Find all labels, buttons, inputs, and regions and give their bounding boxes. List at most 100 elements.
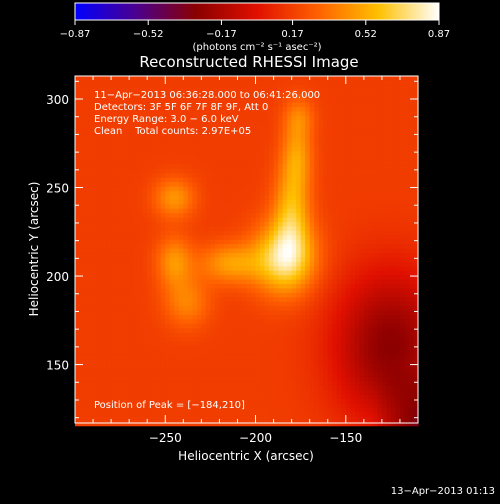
heatmap-cell — [197, 333, 202, 338]
heatmap-cell — [80, 240, 85, 245]
heatmap-cell — [224, 364, 229, 369]
heatmap-cell — [319, 328, 324, 333]
heatmap-cell — [247, 76, 252, 81]
heatmap-cell — [143, 187, 148, 192]
heatmap-cell — [165, 319, 170, 324]
heatmap-cell — [287, 191, 292, 196]
heatmap-cell — [102, 262, 107, 267]
heatmap-cell — [337, 359, 342, 364]
heatmap-cell — [278, 302, 283, 307]
heatmap-cell — [386, 89, 391, 94]
heatmap-cell — [75, 200, 80, 205]
heatmap-cell — [210, 280, 215, 285]
heatmap-cell — [242, 244, 247, 249]
heatmap-cell — [210, 226, 215, 231]
heatmap-cell — [251, 359, 256, 364]
heatmap-cell — [278, 275, 283, 280]
heatmap-cell — [278, 253, 283, 258]
heatmap-cell — [382, 142, 387, 147]
heatmap-cell — [260, 311, 265, 316]
heatmap-cell — [364, 302, 369, 307]
heatmap-cell — [138, 151, 143, 156]
heatmap-cell — [174, 302, 179, 307]
heatmap-cell — [386, 151, 391, 156]
heatmap-cell — [404, 134, 409, 139]
heatmap-cell — [386, 94, 391, 99]
heatmap-cell — [364, 249, 369, 254]
heatmap-cell — [292, 231, 297, 236]
heatmap-cell — [323, 266, 328, 271]
heatmap-cell — [283, 103, 288, 108]
heatmap-cell — [328, 187, 333, 192]
heatmap-cell — [219, 244, 224, 249]
heatmap-cell — [400, 98, 405, 103]
heatmap-cell — [147, 142, 152, 147]
heatmap-cell — [215, 142, 220, 147]
heatmap-cell — [382, 355, 387, 360]
heatmap-cell — [305, 288, 310, 293]
heatmap-cell — [323, 103, 328, 108]
heatmap-cell — [328, 280, 333, 285]
heatmap-cell — [242, 191, 247, 196]
heatmap-cell — [346, 98, 351, 103]
heatmap-cell — [400, 85, 405, 90]
heatmap-cell — [174, 160, 179, 165]
heatmap-cell — [152, 324, 157, 329]
heatmap-cell — [224, 76, 229, 81]
heatmap-cell — [170, 364, 175, 369]
heatmap-cell — [400, 187, 405, 192]
heatmap-cell — [314, 134, 319, 139]
heatmap-cell — [138, 355, 143, 360]
heatmap-cell — [129, 350, 134, 355]
heatmap-cell — [201, 182, 206, 187]
heatmap-cell — [323, 134, 328, 139]
heatmap-cell — [233, 218, 238, 223]
heatmap-cell — [305, 315, 310, 320]
heatmap-cell — [314, 350, 319, 355]
heatmap-cell — [170, 200, 175, 205]
heatmap-cell — [328, 218, 333, 223]
heatmap-cell — [355, 182, 360, 187]
heatmap-cell — [341, 284, 346, 289]
heatmap-cell — [210, 342, 215, 347]
heatmap-cell — [310, 226, 315, 231]
heatmap-cell — [242, 346, 247, 351]
heatmap-cell — [188, 200, 193, 205]
heatmap-cell — [328, 173, 333, 178]
heatmap-cell — [233, 257, 238, 262]
heatmap-cell — [120, 350, 125, 355]
heatmap-cell — [125, 182, 130, 187]
heatmap-cell — [382, 151, 387, 156]
heatmap-cell — [310, 200, 315, 205]
heatmap-cell — [256, 204, 261, 209]
heatmap-cell — [296, 173, 301, 178]
heatmap-cell — [274, 266, 279, 271]
heatmap-cell — [89, 98, 94, 103]
heatmap-cell — [152, 333, 157, 338]
heatmap-cell — [332, 147, 337, 152]
heatmap-cell — [138, 262, 143, 267]
heatmap-cell — [409, 355, 414, 360]
heatmap-cell — [395, 288, 400, 293]
heatmap-cell — [143, 226, 148, 231]
heatmap-cell — [364, 182, 369, 187]
heatmap-cell — [400, 134, 405, 139]
heatmap-cell — [206, 160, 211, 165]
heatmap-cell — [328, 284, 333, 289]
heatmap-cell — [116, 231, 121, 236]
heatmap-cell — [242, 218, 247, 223]
heatmap-cell — [287, 151, 292, 156]
heatmap-cell — [116, 293, 121, 298]
heatmap-cell — [301, 328, 306, 333]
heatmap-cell — [373, 89, 378, 94]
heatmap-cell — [161, 235, 166, 240]
heatmap-cell — [80, 218, 85, 223]
heatmap-cell — [206, 240, 211, 245]
heatmap-cell — [332, 253, 337, 258]
heatmap-cell — [278, 125, 283, 130]
heatmap-cell — [341, 120, 346, 125]
heatmap-cell — [319, 359, 324, 364]
heatmap-cell — [98, 253, 103, 258]
heatmap-cell — [404, 204, 409, 209]
heatmap-cell — [386, 288, 391, 293]
